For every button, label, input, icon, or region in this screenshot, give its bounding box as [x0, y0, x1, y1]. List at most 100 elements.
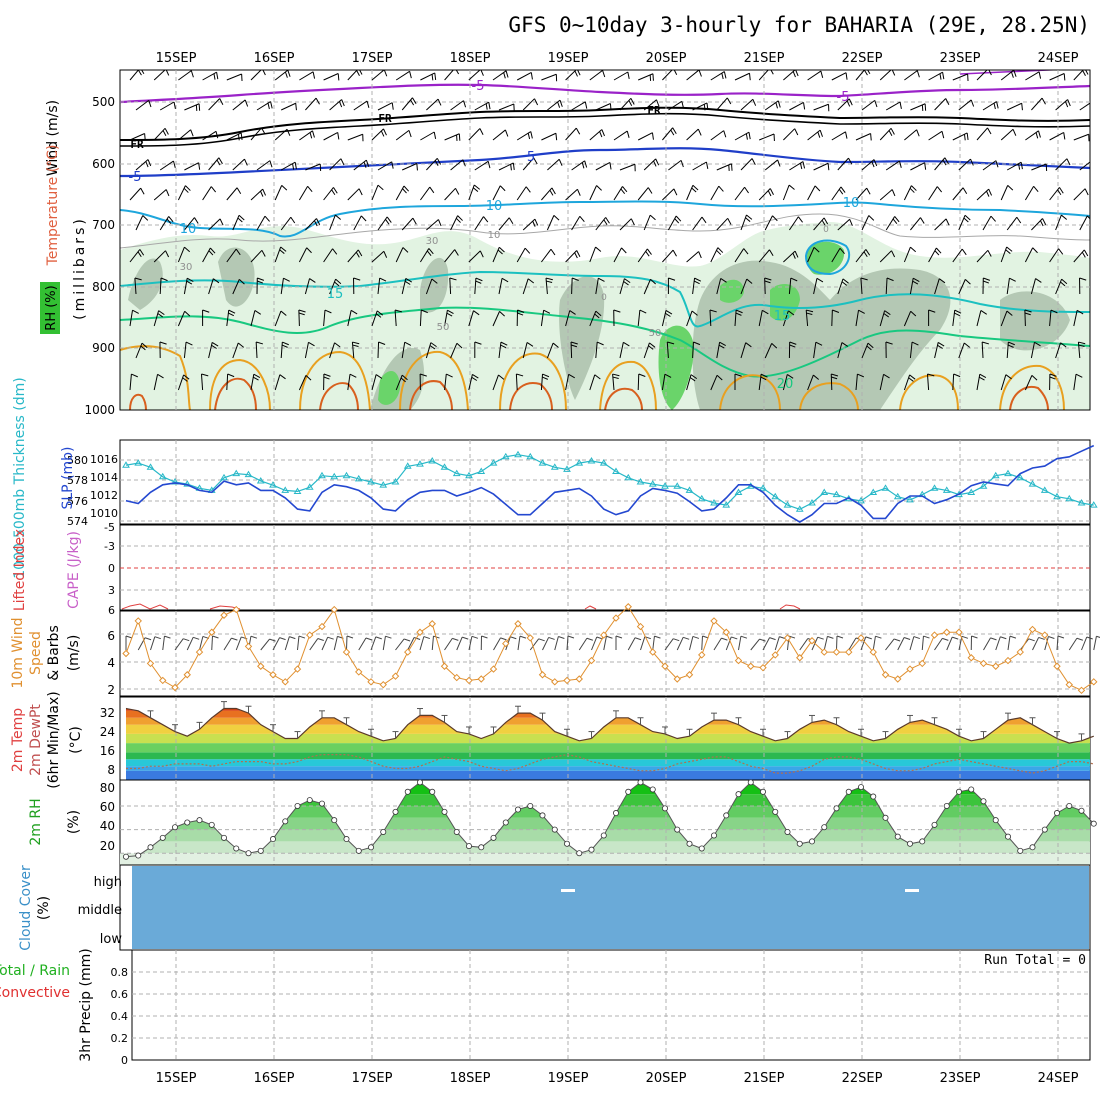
- wind-barb: [474, 101, 490, 111]
- wind-barb: [885, 277, 888, 295]
- rh2m-marker: [135, 852, 142, 859]
- thickness-marker: [1089, 501, 1098, 508]
- wind-barb-flag: [1021, 103, 1023, 111]
- wind-barb-flag: [363, 161, 367, 168]
- wind-barb-flag: [262, 70, 266, 76]
- wind-barb: [183, 342, 187, 359]
- wind10-marker: [710, 617, 718, 625]
- rh2m-marker: [527, 802, 534, 809]
- wind10-barb: [921, 636, 924, 651]
- wind-barb: [758, 188, 771, 201]
- thickness-marker: [722, 501, 731, 508]
- wind-barb-flag: [530, 131, 533, 139]
- wind-barb-flag: [665, 309, 673, 315]
- wind10-barb: [1068, 637, 1078, 651]
- wind10-marker: [943, 628, 951, 636]
- wind-barb: [807, 185, 816, 201]
- wind-barb-flag: [731, 163, 733, 171]
- wind-barb-flag: [378, 341, 386, 345]
- wind10-barb: [211, 635, 213, 651]
- cloud-level-high: high: [94, 875, 122, 890]
- wind10-barb: [1093, 636, 1097, 651]
- wind-barb-flag: [792, 252, 796, 259]
- thickness-axis-label: 1000-500mb Thickness (dm): [12, 377, 28, 578]
- wind-barb-flag: [474, 341, 482, 345]
- bottom-date-label: 16SEP: [254, 1071, 295, 1086]
- wind10-barb: [358, 637, 367, 651]
- rh2m-marker: [257, 847, 264, 854]
- wind-barb-flag: [165, 189, 170, 197]
- wind-barb-flag: [799, 162, 803, 170]
- wind-barb: [250, 310, 256, 327]
- wind-barb-flag: [838, 189, 844, 195]
- rh2m-marker: [588, 846, 595, 853]
- wind10-barb-flag: [1009, 635, 1017, 639]
- wind-barb-flag: [447, 309, 454, 315]
- wind-barb-flag: [602, 70, 606, 78]
- temp-contour-10-closed: [804, 239, 851, 276]
- wind-barb: [395, 185, 405, 201]
- rh2m-marker: [980, 798, 987, 805]
- rh2m-marker: [306, 797, 313, 804]
- wind-barb-flag: [935, 247, 942, 254]
- temp-band: [126, 770, 1090, 780]
- thickness-marker: [1028, 480, 1037, 487]
- wind-barb-flag: [842, 278, 849, 284]
- wind-barb: [692, 102, 708, 111]
- temp-contour-25: [120, 345, 1065, 410]
- wind-barb-flag: [218, 157, 223, 164]
- wind-barb: [855, 187, 868, 201]
- wind-barb: [256, 215, 266, 231]
- wind-barb-flag: [574, 70, 578, 77]
- wind10-barb: [897, 637, 905, 651]
- wind10-barb: [1056, 635, 1059, 651]
- rh2m-unit: (%): [66, 810, 82, 834]
- wind-barb-flag: [645, 251, 650, 257]
- wind-barb-flag: [867, 342, 874, 349]
- wind10-barb-flag: [634, 637, 642, 641]
- wind-barb-flag: [594, 374, 601, 380]
- rh-base-band: [120, 853, 1090, 865]
- temp-band: [126, 759, 1090, 767]
- rh2m-marker: [282, 818, 289, 825]
- wind-barb-flag: [160, 277, 168, 282]
- wind-barb-flag: [1031, 375, 1038, 381]
- wind-barb: [426, 157, 438, 171]
- wind-barb-flag: [770, 70, 774, 75]
- wind-barb-flag: [723, 71, 727, 79]
- wind-barb-flag: [456, 342, 463, 349]
- wind-barb-flag: [653, 160, 657, 167]
- wind-barb: [643, 214, 651, 231]
- wind-barb: [250, 374, 255, 391]
- wind10-barb: [529, 638, 540, 651]
- contour-label-minus5: -5: [129, 170, 142, 185]
- wind-barb-flag: [599, 131, 603, 138]
- thickness-marker: [232, 469, 241, 477]
- wind10-barb-flag: [875, 635, 882, 639]
- temp2m-tick: 32: [100, 706, 115, 720]
- wind-barb: [232, 342, 239, 359]
- cape-panel: -5 -3 0 3 6 Lifted Index CAPE (J/kg): [12, 521, 1091, 617]
- rh2m-marker: [968, 786, 975, 793]
- wind10-marker: [122, 649, 130, 658]
- rh2m-marker: [662, 805, 669, 812]
- wind-barb: [541, 248, 552, 263]
- wind-barb: [807, 374, 814, 391]
- wind10-barb-flag: [692, 635, 700, 639]
- wind-barb-flag: [147, 159, 152, 167]
- wind-barb-flag: [721, 72, 724, 80]
- wind-barb-flag: [626, 130, 630, 138]
- wind10-label: & Barbs: [46, 625, 62, 681]
- contour-label-minus5: -5: [472, 79, 485, 94]
- wind-barb: [692, 341, 694, 359]
- rh2m-marker: [1041, 826, 1048, 833]
- wind-barb-flag: [767, 190, 772, 197]
- wind-barb: [377, 341, 380, 359]
- wind-barb: [304, 342, 309, 359]
- wind-barb-flag: [555, 133, 558, 141]
- pressure-tick: 700: [92, 218, 115, 232]
- wind-barb-flag: [312, 130, 315, 138]
- wind10-barb: [517, 636, 521, 651]
- wind-barb-flag: [173, 101, 176, 109]
- wind-barb: [807, 247, 815, 263]
